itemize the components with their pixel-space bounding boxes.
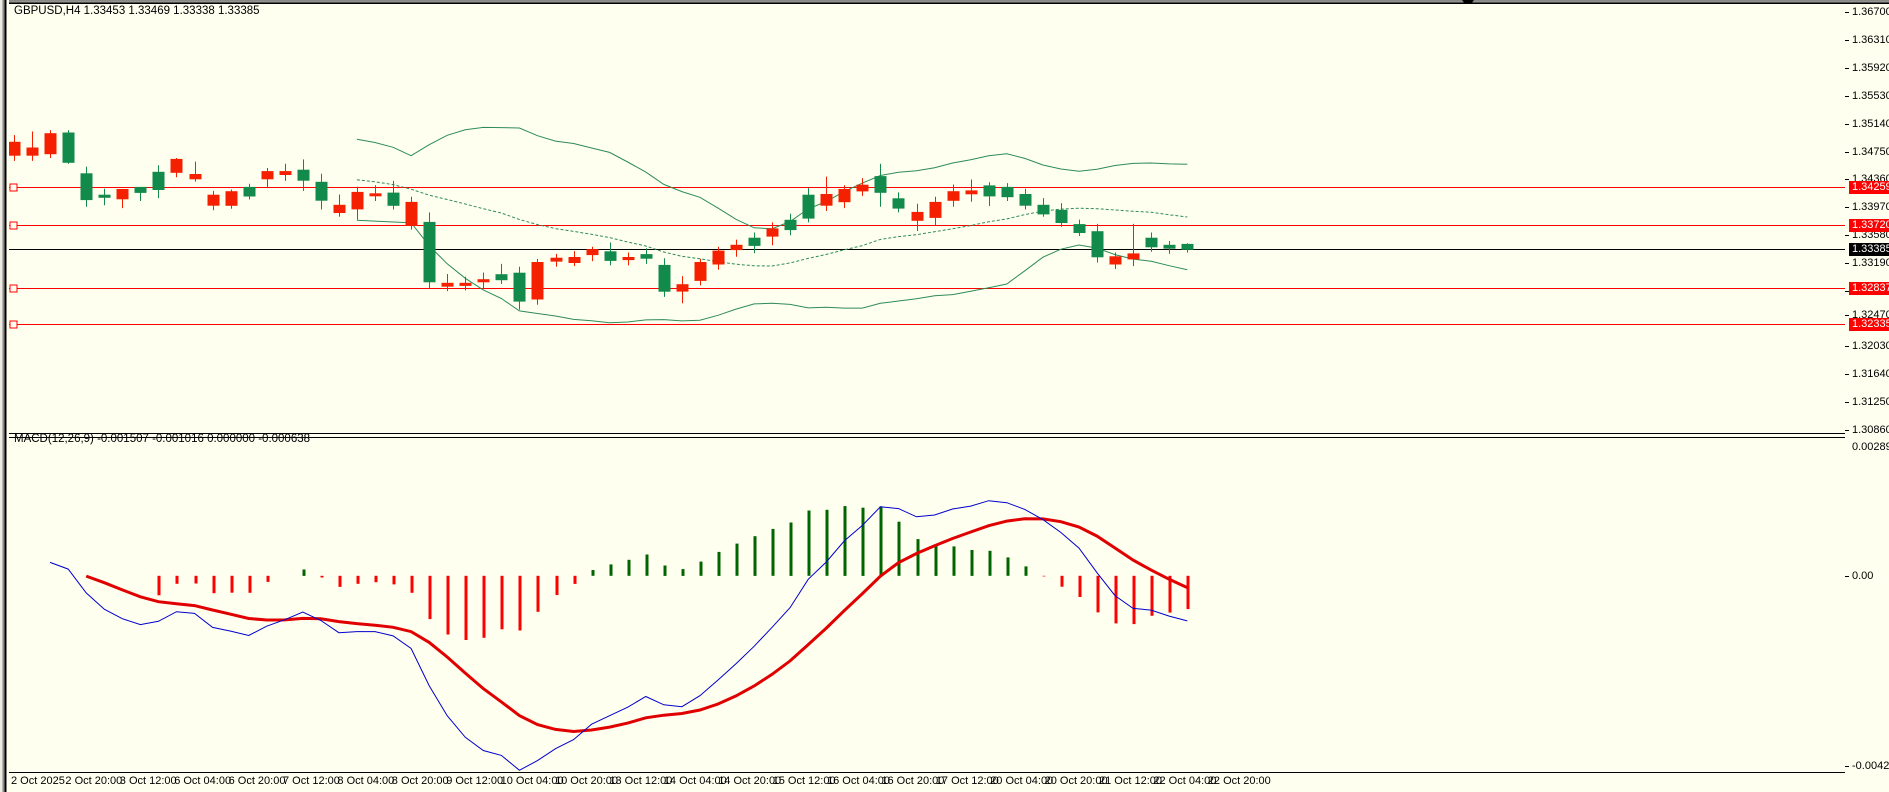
price-chart-canvas: [9, 126, 1845, 329]
window-top-border: [0, 0, 1889, 4]
price-level-tag[interactable]: 1.33385: [1849, 243, 1889, 257]
price-scale[interactable]: 1.36700 1.36310 1.35920 1.35530 1.35140 1.347…: [1845, 4, 1889, 772]
symbol-header: GBPUSD,H4 1.33453 1.33469 1.33338 1.3338…: [14, 5, 260, 17]
time-axis-label: 7 Oct 12:00: [283, 775, 340, 787]
time-axis-label: 21 Oct 12:00: [1099, 775, 1162, 787]
time-axis-label: 2 Oct 20:00: [65, 775, 123, 787]
time-axis-label: 2 Oct 2025: [11, 775, 65, 787]
price-scale-tick: [1845, 12, 1849, 13]
price-scale-label: 1.33580: [1852, 229, 1889, 242]
price-scale-tick: [1845, 151, 1849, 153]
macd-chart-canvas: [49, 500, 1190, 771]
pane-divider-top: [9, 433, 1845, 434]
price-chart-pane[interactable]: [9, 4, 1845, 432]
price-scale-label: 1.31640: [1852, 368, 1889, 381]
time-axis-label: 10 Oct 20:00: [555, 775, 618, 787]
price-scale-label: 1.34750: [1852, 145, 1889, 158]
price-scale-tick: [1845, 402, 1849, 404]
price-scale-tick: [1845, 39, 1849, 41]
price-scale-label: 1.35920: [1852, 61, 1889, 74]
price-scale-label: 1.35140: [1852, 117, 1889, 130]
time-axis-label: 22 Oct 04:00: [1153, 775, 1217, 787]
macd-chart-pane[interactable]: [9, 440, 1845, 772]
time-axis-label: 14 Oct 20:00: [718, 775, 782, 787]
time-axis-label: 16 Oct 04:00: [827, 775, 890, 787]
time-axis-label: 22 Oct 20:00: [1207, 775, 1271, 787]
time-axis-label: 10 Oct 04:00: [500, 775, 564, 787]
price-scale-label: 1.35530: [1852, 89, 1889, 102]
price-scale-tick: [1845, 314, 1849, 316]
time-axis-label: 3 Oct 12:00: [119, 775, 177, 787]
price-scale-tick: [1845, 95, 1849, 97]
window-left-border: [0, 0, 9, 792]
price-scale-label: 1.36700: [1852, 6, 1889, 18]
time-axis-label: 20 Oct 20:00: [1044, 775, 1108, 787]
time-axis-label: 13 Oct 12:00: [609, 775, 673, 787]
time-axis-label: 8 Oct 04:00: [337, 775, 395, 787]
price-scale-label: 1.36310: [1852, 33, 1889, 46]
time-axis-label: 14 Oct 04:00: [663, 775, 727, 787]
price-scale-tick: [1845, 374, 1849, 376]
time-axis-label: 8 Oct 20:00: [391, 775, 449, 787]
price-scale-tick: [1845, 67, 1849, 69]
time-axis-label: 15 Oct 12:00: [772, 775, 836, 787]
macd-scale-label: -0.004266: [1852, 760, 1889, 772]
macd-header: MACD(12,26,9) -0.001507 -0.001016 0.0000…: [14, 433, 311, 445]
price-scale-tick: [1845, 123, 1849, 125]
macd-scale-tick: [1845, 575, 1849, 577]
time-axis-label: 16 Oct 20:00: [881, 775, 945, 787]
price-scale-tick: [1845, 430, 1849, 431]
time-axis-label: 20 Oct 04:00: [990, 775, 1054, 787]
price-scale-tick: [1845, 179, 1849, 181]
price-scale-tick: [1845, 263, 1849, 265]
macd-scale-tick: [1845, 766, 1849, 767]
macd-scale-label: 0.00289: [1852, 441, 1889, 453]
time-axis-label: 17 Oct 12:00: [935, 775, 999, 787]
price-level-tag[interactable]: 1.33720: [1849, 219, 1889, 233]
price-level-tag[interactable]: 1.32837: [1849, 282, 1889, 296]
price-level-tag[interactable]: 1.34259: [1849, 180, 1889, 194]
price-scale-tick: [1845, 207, 1849, 209]
time-axis-label: 6 Oct 20:00: [228, 775, 286, 787]
price-scale-label: 1.32030: [1852, 340, 1889, 353]
price-scale-label: 1.34360: [1852, 173, 1889, 186]
time-axis-label: 9 Oct 12:00: [446, 775, 504, 787]
price-scale-label: 1.33190: [1852, 257, 1889, 270]
price-level-tag[interactable]: 1.32335: [1849, 318, 1889, 332]
pane-divider-bottom: [9, 437, 1845, 438]
price-scale-tick: [1845, 346, 1849, 348]
time-axis[interactable]: 2 Oct 2025 2 Oct 20:00 3 Oct 12:00 6 Oct 04…: [9, 772, 1845, 790]
price-scale-tick: [1845, 235, 1849, 237]
price-scale-label: 1.30860: [1852, 424, 1889, 436]
price-scale-label: 1.32470: [1852, 308, 1889, 321]
price-scale-label: 1.33970: [1852, 201, 1889, 214]
time-axis-label: 6 Oct 04:00: [174, 775, 232, 787]
price-scale-label: 1.31250: [1852, 396, 1889, 409]
macd-scale-label: 0.00: [1852, 569, 1874, 582]
price-scale-tick: [1845, 291, 1849, 293]
